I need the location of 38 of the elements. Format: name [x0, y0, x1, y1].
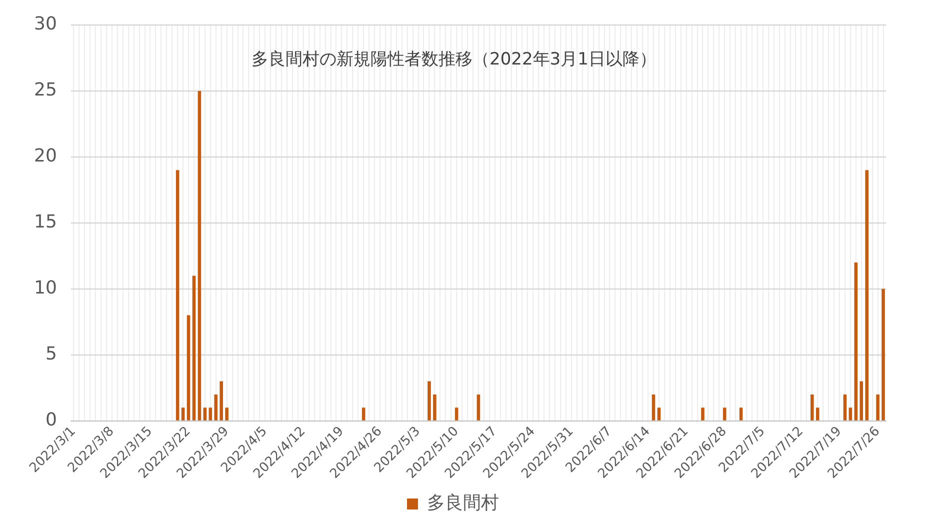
bar [203, 408, 207, 420]
bar [860, 381, 864, 420]
bar [214, 394, 218, 420]
y-tick-label: 5 [45, 344, 57, 365]
bar [843, 394, 847, 420]
bar [454, 408, 458, 420]
bar [854, 262, 858, 420]
bar [722, 408, 726, 420]
y-tick-label: 0 [45, 410, 57, 431]
legend-label: 多良間村 [427, 492, 499, 514]
bar [198, 90, 202, 420]
bar [657, 408, 661, 420]
bar [192, 276, 196, 420]
bar [701, 408, 704, 420]
bar [208, 408, 212, 420]
bar [652, 394, 656, 420]
bar [181, 408, 185, 420]
bar [876, 394, 880, 420]
bar [433, 394, 436, 420]
bar [865, 170, 868, 420]
bar [362, 408, 366, 420]
y-tick-label: 25 [34, 80, 57, 101]
bar [176, 170, 180, 420]
bar [739, 408, 743, 420]
y-tick-label: 30 [34, 14, 57, 35]
bar [882, 288, 885, 420]
bar [428, 381, 431, 420]
bar [186, 315, 190, 420]
bar [225, 408, 228, 420]
y-tick-label: 15 [34, 212, 57, 233]
bar [476, 394, 480, 420]
bar [816, 408, 820, 420]
bar [220, 381, 223, 420]
y-tick-label: 20 [34, 146, 57, 167]
y-tick-label: 10 [34, 278, 57, 299]
text: 多良間村の新規陽性者数推移（2022年3月1日以降） [252, 49, 656, 70]
bar [848, 408, 852, 420]
bar [810, 394, 814, 420]
